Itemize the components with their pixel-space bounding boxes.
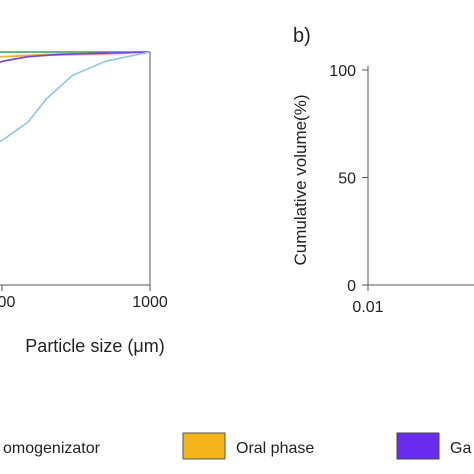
legend-swatch-2	[182, 432, 226, 460]
panel-a-x-tick-label: 100	[0, 294, 15, 311]
legend: omogenizator Oral phase Ga	[3, 432, 471, 460]
panel-a-x-ticks: 100 1000	[0, 285, 168, 311]
panel-a-x-axis-title: Particle size (μm)	[25, 336, 164, 356]
panel-a-series-line-4	[0, 51, 151, 64]
legend-label-2: Oral phase	[236, 440, 314, 457]
panel-b-x-ticks: 0.010.1	[352, 285, 384, 316]
legend-label-3: Ga	[450, 440, 471, 457]
panel-b-label: b)	[293, 25, 311, 47]
panel-b: b) 0 50 100 0.010.1 Cumulative volume(%)	[291, 25, 474, 316]
panel-b-y-tick-label: 50	[338, 171, 356, 188]
panel-a-x-tick-label: 1000	[132, 294, 168, 311]
panel-a: 100 1000 Particle size (μm)	[0, 51, 168, 356]
panel-b-y-ticks: 0 50 100	[329, 63, 368, 295]
legend-label-1: omogenizator	[3, 440, 101, 457]
panel-b-y-tick-label: 100	[329, 63, 356, 80]
panel-a-series-lines	[0, 51, 151, 142]
panel-a-series-line-5	[0, 51, 151, 142]
panel-b-x-tick-label: 0.01	[352, 299, 383, 316]
panel-b-y-axis-title: Cumulative volume(%)	[291, 95, 310, 266]
panel-a-series-line-1	[0, 51, 150, 53]
panel-b-y-tick-label: 0	[347, 278, 356, 295]
legend-swatch-3	[396, 432, 440, 460]
